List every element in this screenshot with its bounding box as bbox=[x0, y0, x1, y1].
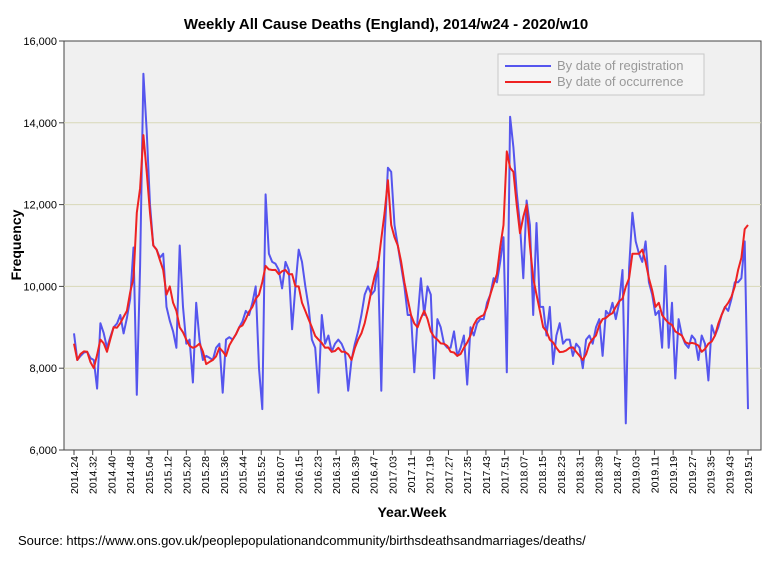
source-text: Source: https://www.ons.gov.uk/peoplepop… bbox=[18, 533, 586, 548]
y-axis-label: Frequency bbox=[8, 209, 24, 280]
x-tick-label: 2019.27 bbox=[687, 456, 699, 494]
series-lines bbox=[73, 72, 749, 425]
y-tick-label: 12,000 bbox=[23, 200, 57, 212]
x-tick-label: 2017.51 bbox=[500, 456, 512, 494]
x-tick-label: 2017.19 bbox=[425, 456, 437, 494]
x-tick-label: 2016.07 bbox=[275, 456, 287, 494]
x-tick-label: 2015.20 bbox=[181, 456, 193, 494]
x-tick-label: 2015.28 bbox=[200, 456, 212, 494]
series-line-occurrence bbox=[73, 134, 749, 370]
x-tick-label: 2017.03 bbox=[387, 456, 399, 494]
gridlines bbox=[64, 122, 761, 369]
x-tick-label: 2019.43 bbox=[724, 456, 736, 494]
y-tick-label: 10,000 bbox=[23, 281, 57, 293]
legend: By date of registration By date of occur… bbox=[497, 53, 705, 96]
legend-box bbox=[497, 53, 705, 96]
x-tick-label: 2015.12 bbox=[163, 456, 175, 494]
x-tick-label: 2017.35 bbox=[462, 456, 474, 494]
x-tick-label: 2016.39 bbox=[350, 456, 362, 494]
x-axis-label: Year.Week bbox=[377, 504, 446, 520]
y-axis-ticks: 6,000 8,000 10,000 12,000 14,000 16,000 bbox=[23, 36, 64, 457]
x-tick-label: 2015.36 bbox=[219, 456, 231, 494]
x-tick-label: 2015.04 bbox=[144, 456, 156, 494]
x-tick-label: 2014.32 bbox=[88, 456, 100, 494]
chart-title: Weekly All Cause Deaths (England), 2014/… bbox=[184, 16, 588, 33]
y-tick-label: 16,000 bbox=[23, 36, 57, 48]
x-tick-label: 2018.15 bbox=[537, 456, 549, 494]
x-axis-ticks: 2014.24 2014.32 2014.40 2014.48 2015.04 2015.… bbox=[69, 450, 755, 494]
x-tick-label: 2017.27 bbox=[443, 456, 455, 494]
x-tick-label: 2014.40 bbox=[106, 456, 118, 494]
y-tick-label: 6,000 bbox=[29, 445, 57, 457]
x-tick-label: 2018.47 bbox=[612, 456, 624, 494]
x-tick-label: 2015.44 bbox=[238, 456, 250, 494]
x-tick-label: 2016.23 bbox=[312, 456, 324, 494]
plot-area bbox=[63, 40, 762, 451]
x-tick-label: 2014.48 bbox=[125, 456, 137, 494]
x-tick-label: 2016.15 bbox=[294, 456, 306, 494]
x-tick-label: 2017.11 bbox=[406, 456, 418, 493]
x-tick-label: 2018.23 bbox=[556, 456, 568, 494]
y-tick-label: 8,000 bbox=[29, 363, 57, 375]
x-tick-label: 2015.52 bbox=[256, 456, 268, 494]
x-tick-label: 2019.03 bbox=[631, 456, 643, 494]
legend-label-registration: By date of registration bbox=[557, 58, 683, 73]
x-tick-label: 2019.19 bbox=[668, 456, 680, 494]
x-tick-label: 2018.31 bbox=[575, 456, 587, 494]
x-tick-label: 2019.11 bbox=[649, 456, 661, 493]
y-tick-label: 14,000 bbox=[23, 118, 57, 130]
x-tick-label: 2019.51 bbox=[743, 456, 755, 494]
x-tick-label: 2016.31 bbox=[331, 456, 343, 494]
x-tick-label: 2016.47 bbox=[369, 456, 381, 494]
x-tick-label: 2017.43 bbox=[481, 456, 493, 494]
x-tick-label: 2018.39 bbox=[593, 456, 605, 494]
legend-label-occurrence: By date of occurrence bbox=[557, 74, 683, 89]
x-tick-label: 2014.24 bbox=[69, 456, 81, 494]
x-tick-label: 2018.07 bbox=[518, 456, 530, 494]
x-tick-label: 2019.35 bbox=[706, 456, 718, 494]
